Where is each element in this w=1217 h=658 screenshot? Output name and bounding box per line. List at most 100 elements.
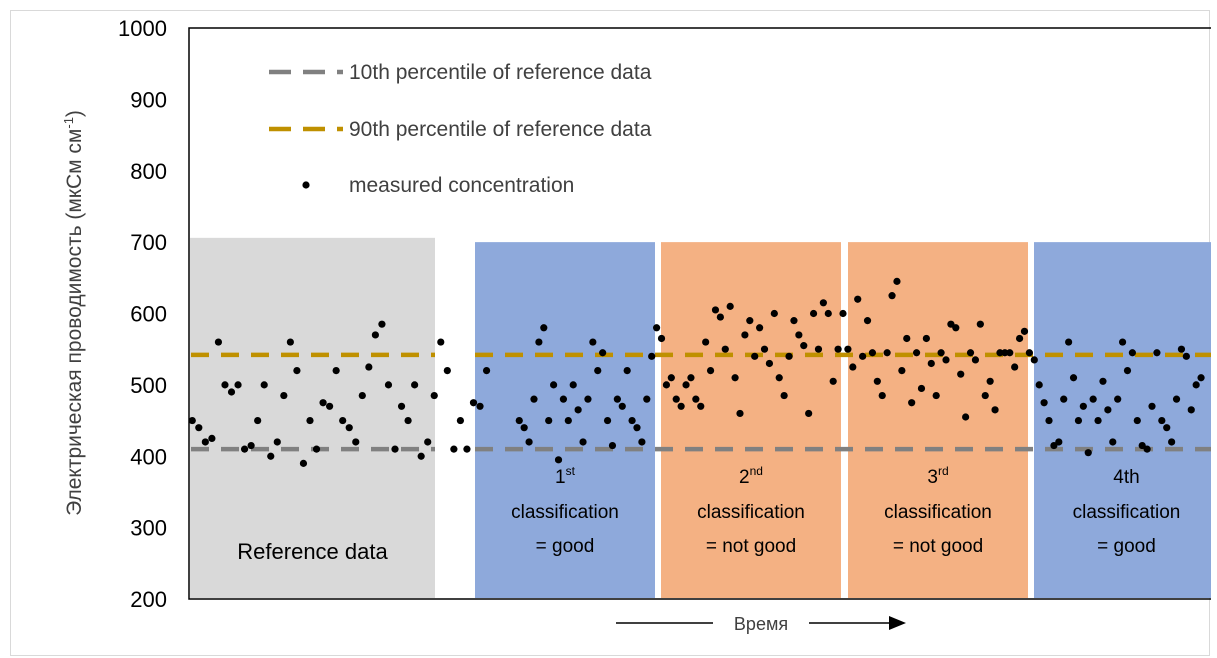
data-point: [1069, 374, 1078, 382]
data-point: [1104, 406, 1112, 414]
data-point: [706, 367, 715, 375]
data-point: [751, 352, 759, 360]
data-point: [603, 416, 612, 425]
region-label-3-3: = not good: [706, 536, 796, 557]
data-point: [775, 374, 783, 382]
legend-label-1: 10th percentile of reference data: [349, 61, 652, 84]
data-point: [991, 406, 999, 414]
data-point: [443, 367, 451, 375]
data-point: [1006, 349, 1014, 357]
data-point: [824, 309, 832, 318]
data-point: [687, 374, 695, 382]
region-label-4-1: 3rd: [927, 464, 948, 488]
data-point: [1133, 416, 1141, 425]
data-point: [371, 331, 379, 339]
data-point: [618, 402, 626, 410]
data-point: [195, 424, 203, 432]
data-point: [1055, 438, 1063, 446]
data-point: [358, 391, 366, 400]
data-point: [971, 356, 980, 364]
data-point: [785, 352, 793, 360]
data-point: [1187, 406, 1195, 414]
region-label-3-1: 2nd: [739, 464, 763, 488]
y-tick-label: 700: [130, 230, 167, 255]
data-point: [917, 384, 926, 393]
data-point: [760, 345, 769, 353]
data-point: [839, 309, 847, 318]
data-point: [638, 438, 646, 446]
data-point: [293, 367, 301, 375]
data-point: [986, 377, 994, 385]
x-axis-title-group: Время: [616, 611, 906, 635]
data-point: [819, 299, 827, 307]
data-point: [227, 388, 236, 396]
data-point: [741, 331, 749, 339]
data-point: [1030, 356, 1038, 364]
data-point: [981, 391, 989, 400]
y-axis-title: Электрическая проводимость (мкСм см-1): [61, 110, 86, 516]
data-point: [345, 424, 353, 432]
scatter-chart: Reference data 1st classification = good 2nd…: [61, 16, 1211, 635]
regions-layer: Reference data 1st classification = good 2nd…: [190, 237, 1211, 598]
data-point: [579, 438, 587, 446]
data-point: [254, 416, 262, 425]
data-point: [613, 395, 621, 403]
data-point: [883, 349, 891, 357]
data-point: [1143, 445, 1151, 453]
data-point: [903, 334, 911, 343]
data-point: [312, 445, 321, 453]
data-point: [1045, 416, 1053, 425]
data-point: [430, 391, 438, 400]
data-point: [1015, 334, 1024, 343]
data-point: [677, 402, 685, 410]
data-point: [564, 416, 572, 425]
data-point: [476, 402, 484, 410]
data-point: [234, 381, 242, 389]
data-point: [957, 370, 965, 378]
y-tick-label: 600: [130, 302, 167, 327]
data-point: [908, 399, 916, 407]
data-point: [667, 374, 675, 382]
data-point: [188, 416, 196, 425]
legend-label-2: 90th percentile of reference data: [349, 118, 652, 141]
data-point: [888, 292, 896, 300]
region-label-2-2: classification: [511, 502, 619, 523]
data-point: [404, 416, 412, 425]
data-point: [692, 395, 700, 403]
data-point: [873, 377, 881, 385]
data-point: [584, 395, 592, 403]
region-label-5-1: 4th: [1113, 467, 1139, 488]
data-point: [550, 381, 558, 389]
data-point: [530, 395, 538, 403]
data-point: [559, 395, 568, 403]
data-point: [326, 402, 334, 410]
data-point: [952, 324, 960, 332]
data-point: [859, 352, 867, 360]
data-point: [540, 324, 548, 332]
data-point: [643, 395, 651, 403]
y-tick-label: 300: [130, 516, 167, 541]
data-point: [339, 416, 347, 425]
y-tick-label: 200: [130, 587, 167, 612]
data-point: [286, 338, 294, 346]
chart-frame: Reference data 1st classification = good 2nd…: [10, 10, 1211, 656]
data-point: [898, 367, 906, 375]
y-tick-label: 400: [130, 444, 167, 469]
data-point: [391, 445, 399, 453]
data-point: [1172, 395, 1181, 403]
data-point: [829, 377, 837, 385]
data-point: [306, 416, 314, 425]
legend: 10th percentile of reference data 90th pe…: [269, 61, 652, 197]
data-point: [299, 459, 308, 467]
data-point: [800, 342, 808, 350]
data-point: [608, 441, 617, 450]
data-point: [332, 367, 340, 375]
data-point: [672, 395, 680, 403]
data-point: [628, 416, 636, 425]
data-point: [535, 338, 543, 346]
data-point: [463, 445, 471, 453]
data-point: [912, 349, 921, 357]
data-point: [863, 317, 872, 325]
data-point: [221, 381, 229, 389]
region-label-1-1: Reference data: [237, 539, 388, 564]
